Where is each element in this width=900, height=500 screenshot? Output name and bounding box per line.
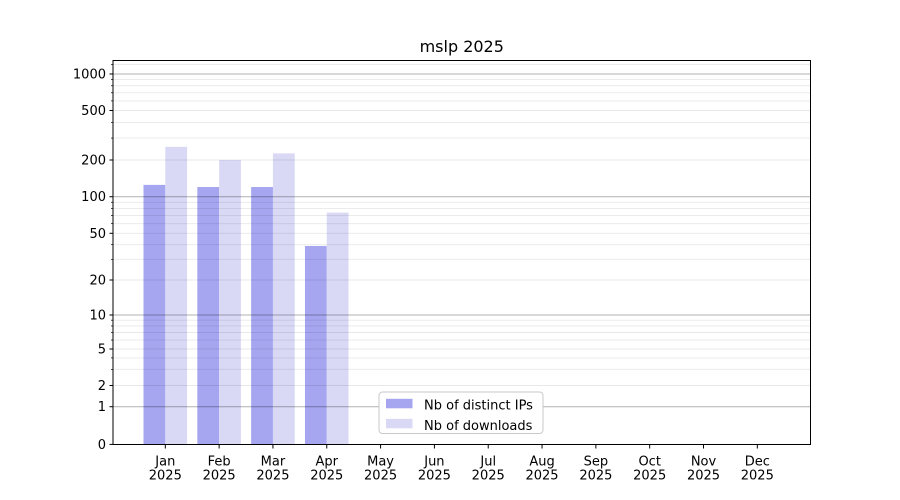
x-tick-year-jul: 2025 [472,469,505,484]
x-tick-label-jan: Jan [154,455,175,470]
x-tick-year-may: 2025 [364,469,397,484]
x-tick-year-nov: 2025 [687,469,720,484]
y-tick-label-200: 200 [81,154,106,169]
x-tick-year-sep: 2025 [579,469,612,484]
bar-feb-distinct-ips [197,187,220,445]
x-tick-year-aug: 2025 [525,469,558,484]
x-tick-label-may: May [367,455,394,470]
x-tick-label-mar: Mar [261,455,286,470]
x-tick-label-aug: Aug [529,455,554,470]
x-tick-label-sep: Sep [584,455,609,470]
y-tick-label-50: 50 [89,227,106,242]
y-tick-label-1: 1 [98,400,106,415]
bar-jan-distinct-ips [143,184,166,445]
x-tick-label-jun: Jun [423,455,444,470]
plot-frame [112,60,811,445]
minor-gridlines [113,63,811,386]
x-tick-year-apr: 2025 [310,469,343,484]
x-tick-label-dec: Dec [745,455,770,470]
y-tick-label-2: 2 [98,379,106,394]
legend-swatch-downloads [386,418,413,429]
x-tick-year-feb: 2025 [203,469,236,484]
y-tick-label-500: 500 [81,104,106,119]
x-tick-year-jan: 2025 [149,469,182,484]
y-tick-label-0: 0 [98,438,106,453]
bar-apr-downloads [326,212,349,445]
x-tick-label-oct: Oct [638,455,660,470]
bars-layer [143,146,349,445]
bar-jan-downloads [165,146,188,445]
chart-title: mslp 2025 [420,37,504,56]
x-tick-label-nov: Nov [691,455,717,470]
y-tick-label-1000: 1000 [73,68,106,83]
bar-feb-downloads [219,160,241,445]
y-tick-label-10: 10 [89,309,106,324]
x-tick-year-jun: 2025 [418,469,451,484]
bar-apr-distinct-ips [304,245,327,445]
x-tick-year-dec: 2025 [741,469,774,484]
y-tick-label-5: 5 [98,343,106,358]
x-tick-year-mar: 2025 [256,469,289,484]
legend-label-distinct-ips: Nb of distinct IPs [424,399,533,414]
x-tick-label-jul: Jul [479,455,496,470]
y-tick-label-20: 20 [89,274,106,289]
x-tick-label-feb: Feb [208,455,231,470]
x-tick-label-apr: Apr [316,455,339,470]
axis-ticks-and-labels: 01251020501002005001000Jan2025Feb2025Mar… [73,64,774,484]
bar-mar-downloads [272,153,295,445]
legend-box [378,391,544,434]
bar-mar-distinct-ips [251,187,273,445]
y-tick-label-100: 100 [81,190,106,205]
x-tick-year-oct: 2025 [633,469,666,484]
legend-swatch-distinct-ips [386,398,413,409]
legend: Nb of distinct IPs Nb of downloads [378,391,544,434]
legend-label-downloads: Nb of downloads [424,419,533,434]
